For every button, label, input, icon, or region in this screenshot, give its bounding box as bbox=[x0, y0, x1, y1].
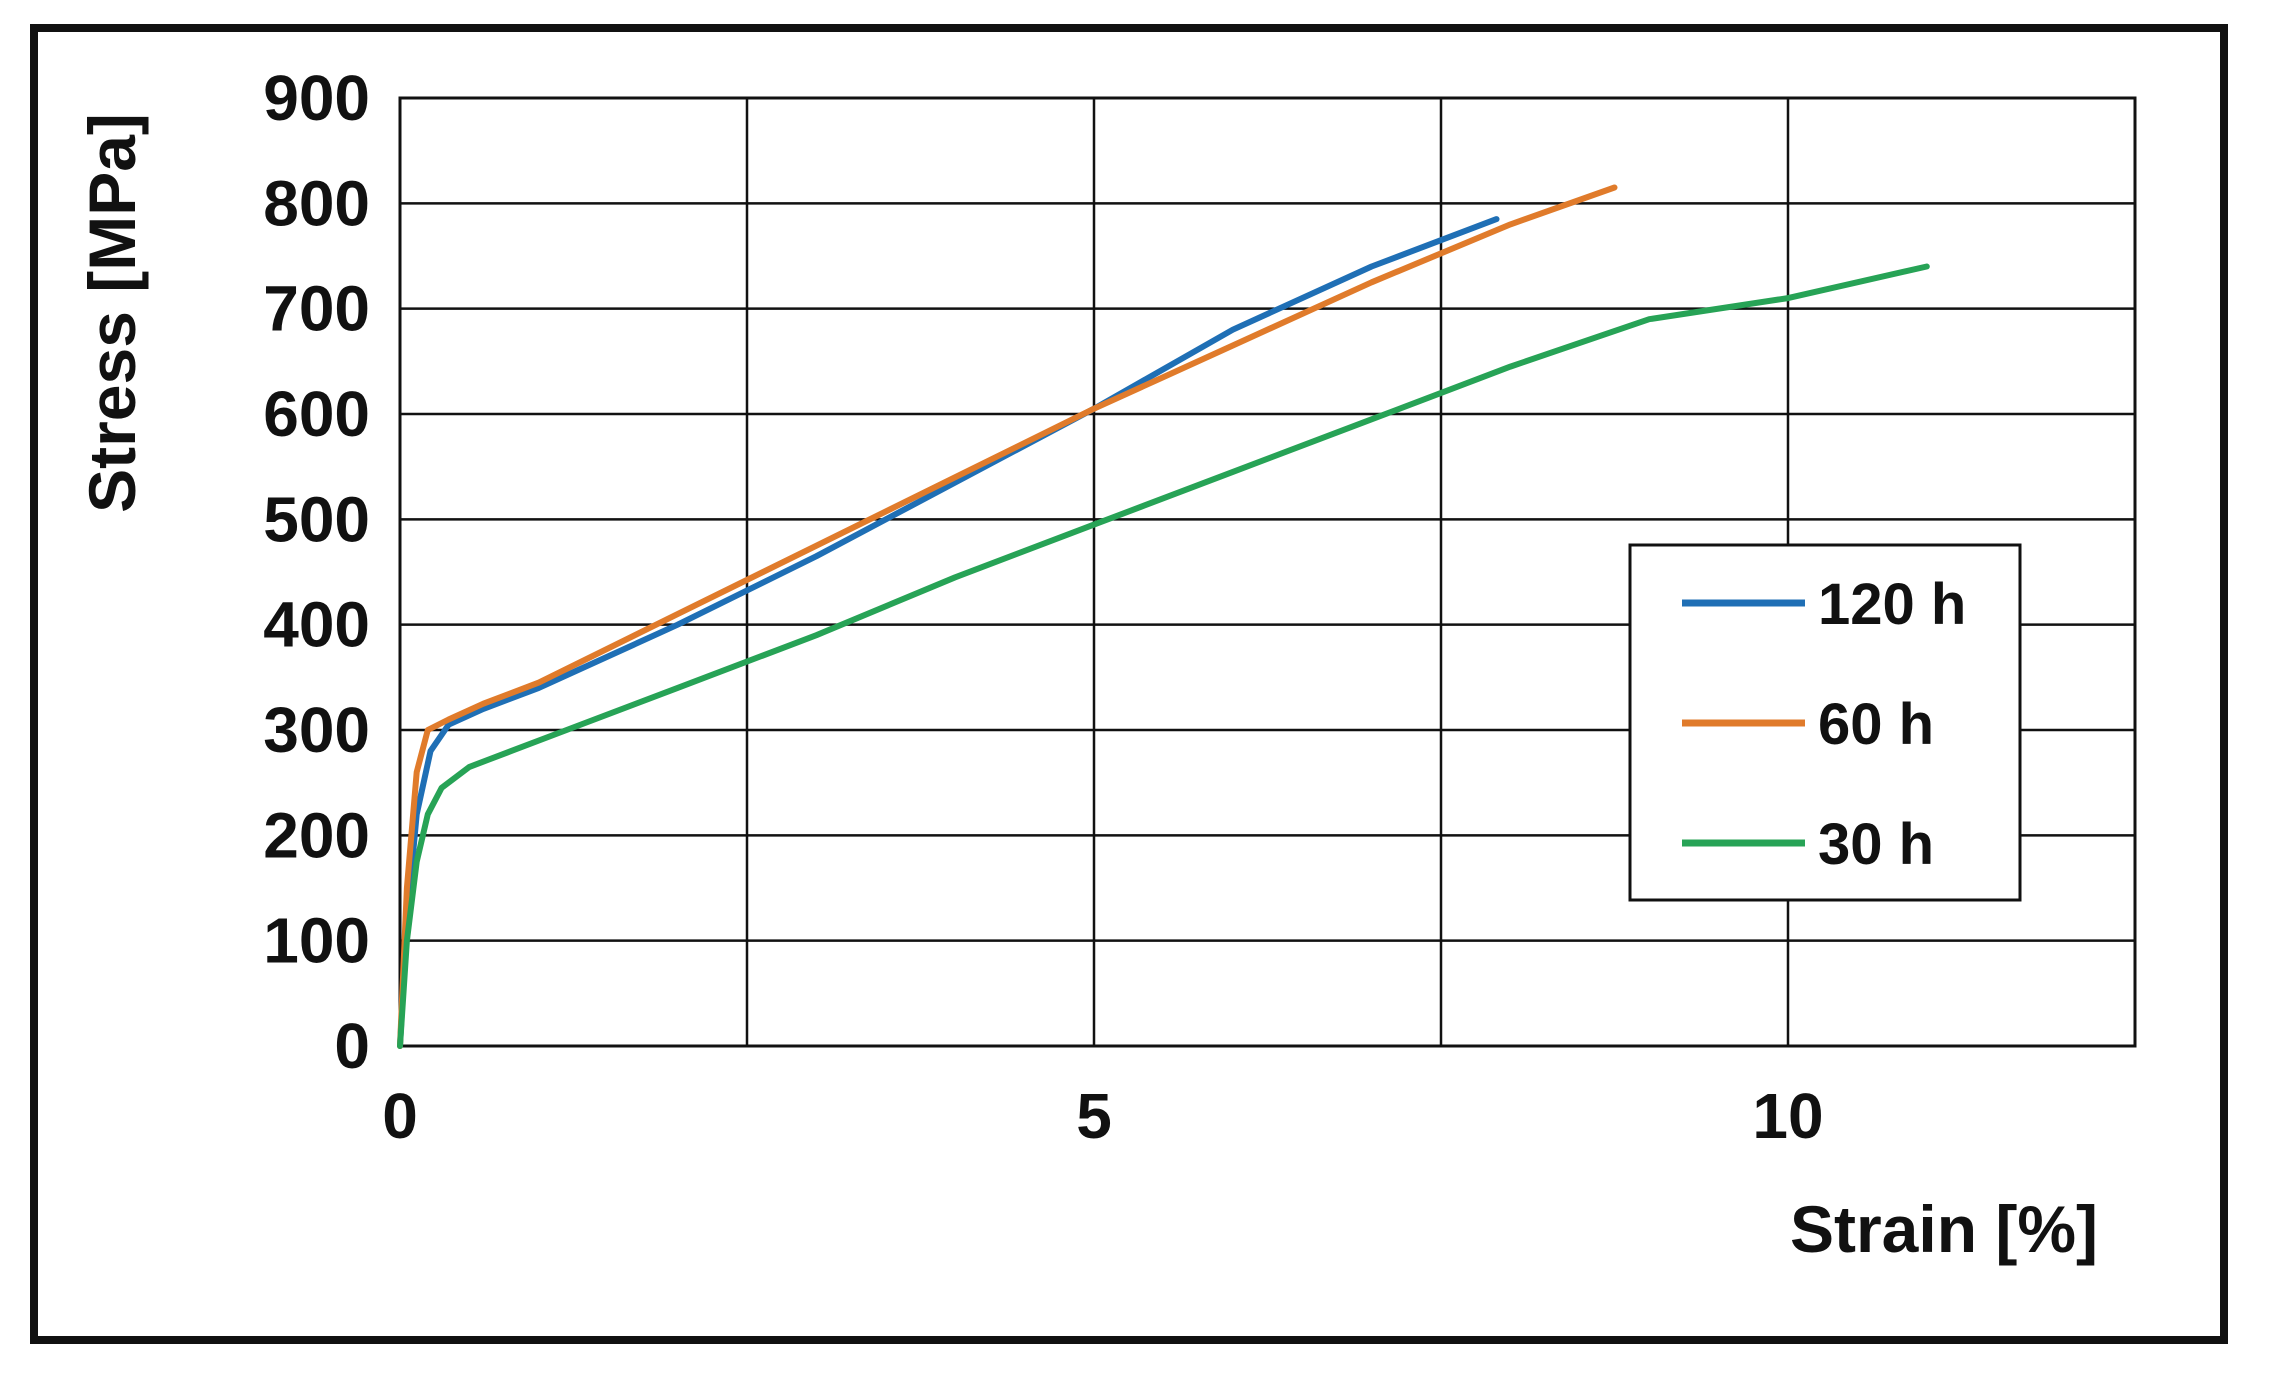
plot-area-border bbox=[398, 96, 2137, 1048]
legend-label: 60 h bbox=[1818, 692, 1934, 757]
x-tick-label: 10 bbox=[1752, 1080, 1823, 1152]
x-tick-label: 0 bbox=[382, 1080, 418, 1152]
series-line-120-h bbox=[397, 216, 1500, 1049]
y-tick-labels: 0 100 200 300 400 500 600 700 800 900 bbox=[263, 62, 370, 1082]
series-line-60-h bbox=[397, 184, 1618, 1049]
y-tick-label: 400 bbox=[263, 589, 370, 661]
legend: 120 h 60 h 30 h bbox=[1628, 543, 2022, 902]
y-tick-label: 600 bbox=[263, 378, 370, 450]
legend-label: 120 h bbox=[1818, 572, 1966, 637]
y-tick-label: 900 bbox=[263, 62, 370, 134]
y-tick-label: 500 bbox=[263, 483, 370, 555]
y-tick-label: 700 bbox=[263, 273, 370, 345]
x-axis-title: Strain [%] bbox=[1790, 1192, 2098, 1266]
series-lines bbox=[397, 184, 1930, 1049]
y-tick-label: 300 bbox=[263, 694, 370, 766]
y-axis-title: Stress [MPa] bbox=[75, 113, 149, 513]
y-tick-label: 0 bbox=[334, 1010, 370, 1082]
x-tick-labels: 0 5 10 bbox=[382, 1080, 1823, 1152]
series-line-30-h bbox=[397, 263, 1930, 1049]
legend-label: 30 h bbox=[1818, 812, 1934, 877]
y-tick-label: 800 bbox=[263, 167, 370, 239]
y-tick-label: 200 bbox=[263, 799, 370, 871]
x-tick-label: 5 bbox=[1076, 1080, 1112, 1152]
y-tick-label: 100 bbox=[263, 905, 370, 977]
